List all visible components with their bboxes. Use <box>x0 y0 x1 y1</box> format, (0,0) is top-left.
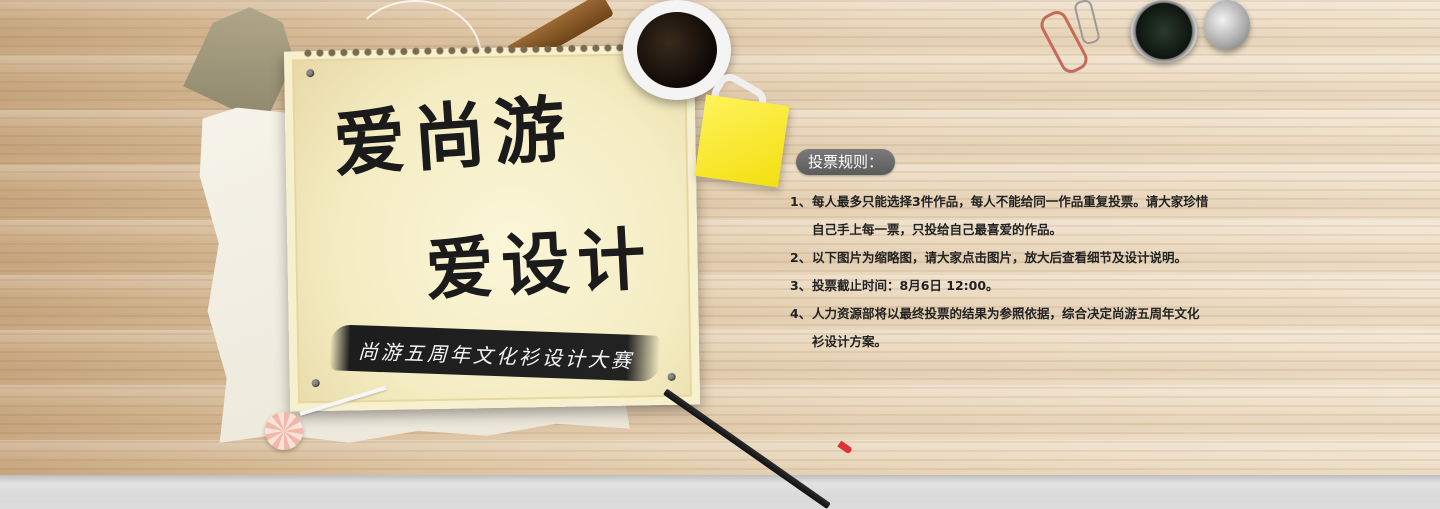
compass-icon <box>1130 0 1198 62</box>
banner-title-line2: 爱设计 <box>423 219 656 312</box>
rule-number: 2、 <box>790 250 812 265</box>
screw-icon <box>306 69 315 78</box>
rules-heading: 投票规则： <box>796 149 896 175</box>
banner-title-line1: 爱尚游 <box>330 85 577 187</box>
rule-item: 1、 每人最多只能选择3件作品，每人不能给同一作品重复投票。请大家珍惜自己手上每… <box>790 188 1210 244</box>
rule-text: 投票截止时间：8月6日 12:00。 <box>812 278 999 293</box>
rule-text: 人力资源部将以最终投票的结果为参照依据，综合决定尚游五周年文化衫设计方案。 <box>812 306 1200 349</box>
screw-icon <box>311 379 320 388</box>
screw-icon <box>667 372 676 381</box>
rule-number: 3、 <box>790 278 812 293</box>
coffee-cup-decoration <box>623 0 731 100</box>
pocket-watch-icon <box>1204 0 1250 50</box>
rule-number: 1、 <box>790 194 812 209</box>
sticky-note-decoration <box>694 94 790 188</box>
rule-item: 4、 人力资源部将以最终投票的结果为参照依据，综合决定尚游五周年文化衫设计方案。 <box>790 300 1210 356</box>
rule-item: 3、 投票截止时间：8月6日 12:00。 <box>790 272 1210 300</box>
rules-list: 1、 每人最多只能选择3件作品，每人不能给同一作品重复投票。请大家珍惜自己手上每… <box>790 188 1210 356</box>
rule-number: 4、 <box>790 306 812 321</box>
rule-item: 2、 以下图片为缩略图，请大家点击图片，放大后查看细节及设计说明。 <box>790 244 1210 272</box>
bottom-shelf <box>0 475 1440 502</box>
coffee-surface <box>637 12 717 88</box>
lollipop-decoration <box>265 412 303 450</box>
rule-text: 以下图片为缩略图，请大家点击图片，放大后查看细节及设计说明。 <box>812 250 1188 265</box>
rule-text: 每人最多只能选择3件作品，每人不能给同一作品重复投票。请大家珍惜自己手上每一票，… <box>812 194 1209 237</box>
banner-subtitle: 尚游五周年文化衫设计大赛 <box>357 339 635 373</box>
